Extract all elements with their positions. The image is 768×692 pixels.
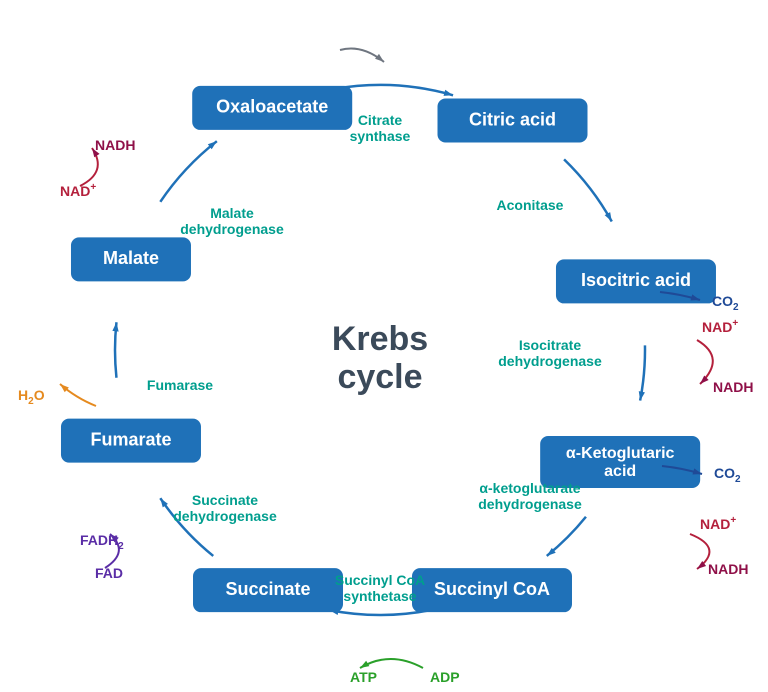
- label-co2-2: CO2: [714, 465, 741, 485]
- enzyme-succinyl-synth: Succinyl CoAsynthetase: [335, 572, 425, 604]
- enzyme-succinate-dh: Succinatedehydrogenase: [173, 492, 277, 524]
- node-label-succinylcoa: Succinyl CoA: [434, 579, 550, 599]
- label-nadh-3: NADH: [95, 137, 135, 153]
- label-nad-2: NAD+: [700, 515, 736, 532]
- side-arrow-arr-entry: [340, 49, 384, 63]
- enzyme-citrate-synthase: Citratesynthase: [350, 112, 411, 144]
- label-nadh-2: NADH: [708, 561, 748, 577]
- label-nad-3: NAD+: [60, 182, 96, 199]
- node-label-isocitric: Isocitric acid: [581, 270, 691, 290]
- node-succinate: Succinate: [193, 568, 343, 612]
- enzyme-malate-dh: Malatedehydrogenase: [180, 205, 284, 237]
- node-label-fumarate: Fumarate: [90, 429, 171, 449]
- center-title: Krebscycle: [332, 320, 428, 396]
- node-label-oxaloacetate: Oxaloacetate: [216, 97, 328, 117]
- side-arrow-arr-nad-nadh-2: [690, 534, 709, 569]
- label-nadh-1: NADH: [713, 379, 753, 395]
- node-succinylcoa: Succinyl CoA: [412, 568, 572, 612]
- node-label-malate: Malate: [103, 248, 159, 268]
- label-nad-1: NAD+: [702, 318, 738, 335]
- label-h2o: H2O: [18, 387, 45, 407]
- krebs-cycle-diagram: OxaloacetateCitric acidIsocitric acidα-K…: [0, 0, 768, 692]
- enzyme-aconitase: Aconitase: [497, 197, 564, 213]
- side-arrow-arr-atp-adp: [360, 659, 423, 668]
- label-adp: ADP: [430, 669, 460, 685]
- arc-succinylcoa-to-succinate: [329, 610, 430, 615]
- label-atp: ATP: [350, 669, 377, 685]
- node-citric: Citric acid: [438, 99, 588, 143]
- node-fumarate: Fumarate: [61, 419, 201, 463]
- enzyme-fumarase: Fumarase: [147, 377, 213, 393]
- label-fadh2: FADH2: [80, 532, 124, 552]
- enzyme-isocitrate-dh: Isocitratedehydrogenase: [498, 337, 602, 369]
- node-oxaloacetate: Oxaloacetate: [192, 86, 352, 130]
- node-label-succinate: Succinate: [225, 579, 310, 599]
- arc-malate-to-oxaloacetate: [160, 141, 217, 202]
- label-co2-1: CO2: [712, 293, 739, 313]
- arc-citric-to-isocitric: [564, 159, 612, 221]
- node-malate: Malate: [71, 237, 191, 281]
- enzyme-akg-dh: α-ketoglutaratedehydrogenase: [478, 480, 582, 512]
- label-fad: FAD: [95, 565, 123, 581]
- node-label-citric: Citric acid: [469, 109, 556, 129]
